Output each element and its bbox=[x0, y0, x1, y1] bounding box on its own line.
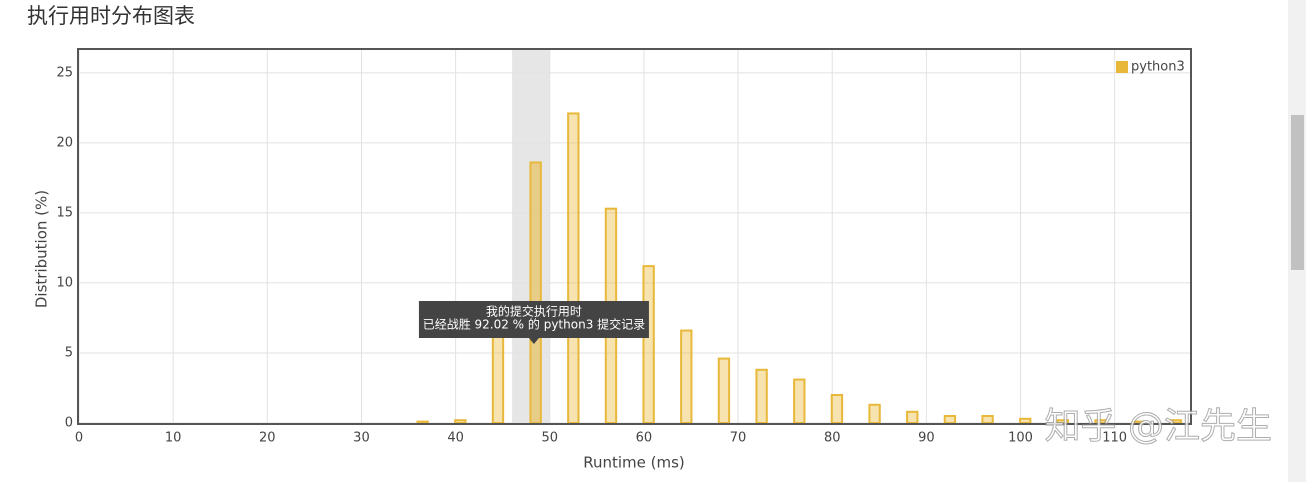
bar bbox=[717, 357, 731, 425]
bar bbox=[680, 329, 693, 425]
y-axis-label: Distribution (%) bbox=[33, 190, 51, 308]
bar bbox=[943, 414, 957, 424]
bar bbox=[529, 161, 542, 425]
x-tick-label: 70 bbox=[730, 431, 747, 446]
bar bbox=[454, 419, 467, 425]
bar bbox=[793, 378, 806, 425]
legend-swatch bbox=[1116, 61, 1128, 73]
plot-frame bbox=[77, 48, 1192, 425]
x-tick-label: 80 bbox=[824, 431, 841, 446]
x-tick-label: 20 bbox=[259, 431, 276, 446]
scrollbar-thumb[interactable] bbox=[1291, 115, 1304, 270]
x-tick-label: 110 bbox=[1102, 431, 1127, 446]
tooltip-arrow bbox=[528, 338, 539, 344]
x-tick-label: 30 bbox=[353, 431, 370, 446]
watermark: 知乎 @江先生 bbox=[1045, 406, 1272, 447]
bar bbox=[868, 403, 881, 424]
bar bbox=[416, 420, 429, 424]
legend-label: python3 bbox=[1131, 60, 1185, 75]
tooltip-text: 已经战胜 92.02 % 的 python3 提交记录 bbox=[423, 317, 645, 332]
x-tick-label: 60 bbox=[636, 431, 653, 446]
bar bbox=[906, 410, 919, 424]
y-tick-label: 10 bbox=[56, 275, 73, 290]
bar bbox=[981, 414, 994, 424]
tooltip-box bbox=[418, 301, 649, 338]
y-tick-label: 0 bbox=[65, 416, 73, 431]
y-tick-label: 15 bbox=[56, 205, 73, 220]
bar bbox=[1019, 417, 1032, 425]
bar bbox=[642, 265, 655, 425]
y-tick-label: 5 bbox=[65, 345, 73, 360]
x-tick-label: 10 bbox=[165, 431, 182, 446]
x-tick-label: 100 bbox=[1008, 431, 1033, 446]
y-tick-label: 20 bbox=[56, 135, 73, 150]
tooltip-text: 我的提交执行用时 bbox=[486, 304, 582, 319]
bar bbox=[567, 112, 580, 425]
x-axis-label: Runtime (ms) bbox=[583, 454, 685, 472]
y-tick-label: 25 bbox=[56, 65, 73, 80]
x-tick-label: 0 bbox=[75, 431, 83, 446]
x-tick-label: 90 bbox=[918, 431, 935, 446]
x-tick-label: 40 bbox=[447, 431, 464, 446]
bar bbox=[830, 393, 844, 424]
chart-title: 执行用时分布图表 bbox=[27, 4, 195, 28]
bar bbox=[755, 368, 768, 425]
x-tick-label: 50 bbox=[541, 431, 558, 446]
